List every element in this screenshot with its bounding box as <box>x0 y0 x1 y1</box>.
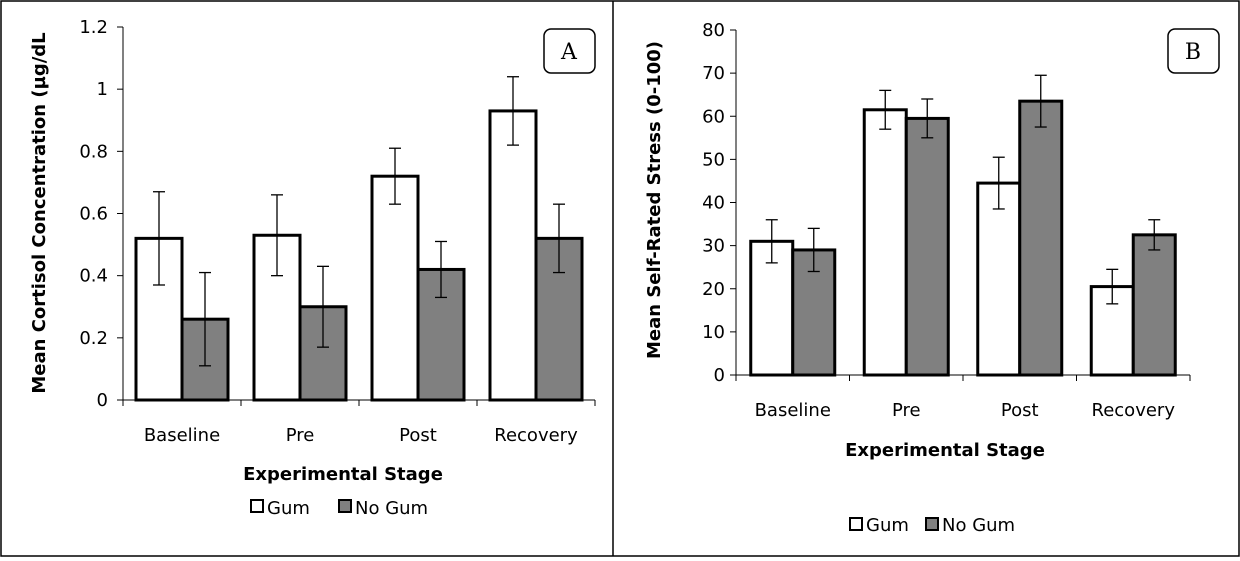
panel-a-legend-gum-swatch <box>250 499 264 513</box>
panel-b-y-tick-label: 60 <box>702 106 725 127</box>
panel-b-x-tick-label: Post <box>1001 400 1039 421</box>
panel-b-bar-nogum <box>1131 233 1177 377</box>
panel-b-legend: Gum No Gum <box>849 515 1015 536</box>
panel-b-y-axis-title: Mean Self-Rated Stress (0-100) <box>644 41 665 359</box>
panel-a-y-tick-label: 0 <box>97 390 108 411</box>
panel-b-legend-gum-swatch <box>849 517 863 531</box>
panel-b-label-box <box>1167 28 1220 74</box>
panel-b-bar-gum <box>749 239 795 377</box>
panel-a-y-tick-label: 0.8 <box>79 141 108 162</box>
panel-a-bar-gum <box>370 174 420 402</box>
panel-a-x-tick-label: Post <box>399 425 437 446</box>
panel-a-x-tick-label: Recovery <box>494 425 578 446</box>
panel-b-y-tick-label: 30 <box>702 236 725 257</box>
panel-a-y-tick-label: 0.2 <box>79 328 108 349</box>
panel-b-x-axis-ticks: Baseline Pre Post Recovery <box>735 375 1191 421</box>
panel-b-stress: 0 10 20 30 40 50 60 70 80 Baseline Pre Post Recover… <box>644 20 1220 536</box>
panel-b-bars <box>749 74 1177 377</box>
panel-a-legend: Gum No Gum <box>250 498 428 519</box>
panel-a-bar-gum <box>488 109 538 402</box>
panel-b-y-tick-label: 10 <box>702 322 725 343</box>
panel-b-y-tick-label: 80 <box>702 20 725 41</box>
panel-a-cortisol: 0 0.2 0.4 0.6 0.8 1 1.2 Baseline Pre Post Recover… <box>29 17 596 519</box>
panel-a-y-tick-label: 0.6 <box>79 204 108 225</box>
panel-b-y-tick-label: 40 <box>702 193 725 214</box>
panel-b-label: B <box>1185 40 1201 65</box>
panel-a-legend-nogum-swatch <box>338 499 352 513</box>
panel-b-y-tick-label: 50 <box>702 149 725 170</box>
panel-a-y-tick-label: 1 <box>97 79 108 100</box>
panel-b-y-axis-ticks: 0 10 20 30 40 50 60 70 80 <box>702 20 736 386</box>
panel-b-y-tick-label: 70 <box>702 63 725 84</box>
panel-b-bar-gum <box>976 181 1022 377</box>
panel-b-x-tick-label: Recovery <box>1092 400 1176 421</box>
panel-a-legend-gum-label: Gum <box>267 498 310 519</box>
panel-a-legend-nogum-label: No Gum <box>355 498 428 519</box>
panel-a-y-axis-title: Mean Cortisol Concentration (µg/dL <box>29 32 50 393</box>
panel-b-bar-gum <box>862 108 908 377</box>
panel-a-y-axis-ticks: 0 0.2 0.4 0.6 0.8 1 1.2 <box>79 17 123 411</box>
panel-b-legend-gum-label: Gum <box>866 515 909 536</box>
panel-a-x-tick-label: Baseline <box>144 425 220 446</box>
panel-b-y-tick-label: 20 <box>702 279 725 300</box>
panel-a-bars <box>134 76 584 402</box>
panel-b-y-tick-label: 0 <box>714 365 725 386</box>
panel-b-bar-nogum <box>904 116 950 377</box>
panel-b-x-axis-title: Experimental Stage <box>845 440 1045 461</box>
panel-a-label: A <box>560 40 578 65</box>
panel-a-label-box <box>543 28 596 74</box>
panel-a-x-axis-title: Experimental Stage <box>243 464 443 485</box>
panel-a-x-tick-label: Pre <box>286 425 315 446</box>
panel-b-bar-nogum <box>1018 99 1064 377</box>
panel-b-legend-nogum-label: No Gum <box>942 515 1015 536</box>
panel-b-legend-nogum-swatch <box>925 517 939 531</box>
panel-a-y-tick-label: 0.4 <box>79 266 108 287</box>
panel-a-x-axis-ticks: Baseline Pre Post Recovery <box>122 400 596 446</box>
panel-b-x-tick-label: Baseline <box>755 400 831 421</box>
panel-a-y-tick-label: 1.2 <box>79 17 108 38</box>
panel-b-x-tick-label: Pre <box>892 400 921 421</box>
